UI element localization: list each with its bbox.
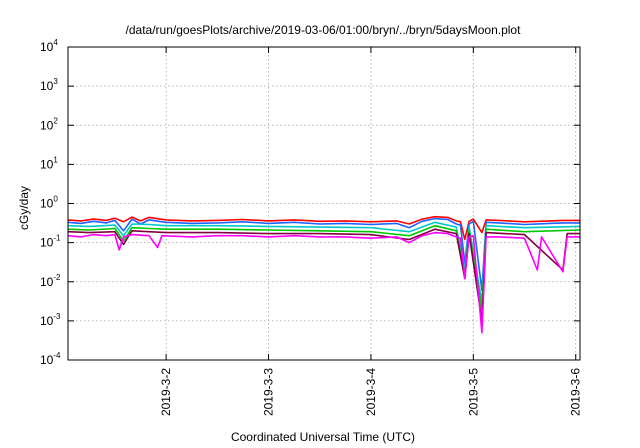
series-line-4 bbox=[67, 224, 581, 310]
x-tick-label: 2019-3-3 bbox=[262, 368, 276, 416]
chart-title: /data/run/goesPlots/archive/2019-03-06/0… bbox=[126, 23, 522, 37]
y-tick-label: 10-4 bbox=[40, 351, 61, 367]
series-layer bbox=[67, 215, 581, 334]
x-tick-label: 2019-3-5 bbox=[466, 368, 480, 416]
y-tick-label: 10-2 bbox=[40, 273, 61, 289]
x-tick-label: 2019-3-4 bbox=[364, 368, 378, 416]
y-tick-label: 102 bbox=[40, 116, 58, 132]
y-tick-label: 100 bbox=[40, 195, 58, 211]
y-tick-label: 104 bbox=[40, 38, 58, 54]
y-tick-label: 101 bbox=[40, 155, 58, 171]
x-tick-label: 2019-3-6 bbox=[569, 368, 583, 416]
plot-frame bbox=[67, 46, 581, 361]
axes: 104 103 102 101 100 10-1 10-2 10-3 10-4 2019-3-2 2… bbox=[40, 38, 583, 416]
series-line-6 bbox=[67, 231, 580, 334]
series-line-2 bbox=[67, 217, 580, 292]
x-tick-label: 2019-3-2 bbox=[159, 368, 173, 416]
y-axis-label: cGy/day bbox=[17, 186, 31, 230]
x-axis-label: Coordinated Universal Time (UTC) bbox=[231, 430, 415, 444]
series-line-1 bbox=[67, 215, 580, 241]
y-tick-label: 10-3 bbox=[40, 312, 61, 328]
series-line-3 bbox=[67, 221, 581, 303]
y-tick-label: 10-1 bbox=[40, 234, 61, 250]
y-tick-label: 103 bbox=[40, 77, 58, 93]
grid bbox=[68, 47, 580, 360]
